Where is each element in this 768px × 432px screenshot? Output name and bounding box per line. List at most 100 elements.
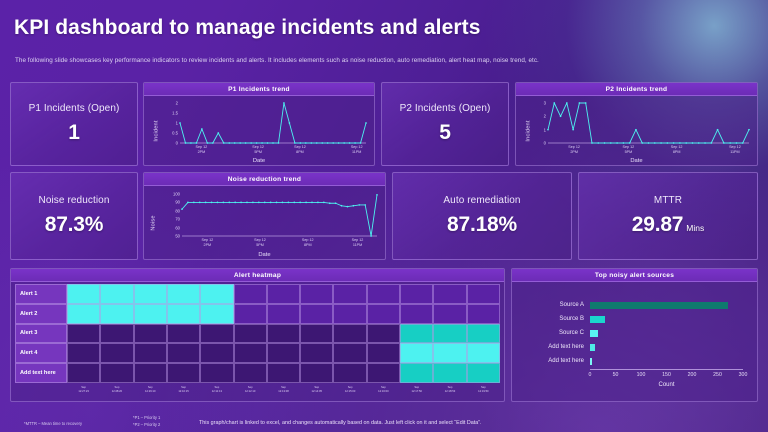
kpi-card-mttr[interactable]: MTTR 29.87 Mins: [578, 172, 758, 260]
heatmap-cell[interactable]: [67, 284, 101, 304]
heatmap-cell[interactable]: [233, 303, 267, 324]
kpi-card-p1-incidents[interactable]: P1 Incidents (Open) 1: [10, 82, 138, 166]
heatmap-x-label: Sep 12:17:50: [411, 386, 422, 393]
chart-panel-p2-trend[interactable]: P2 Incidents trend Incident Date 0 1 2 3 Sep…: [515, 82, 758, 166]
heatmap-cell[interactable]: [333, 303, 367, 324]
y-tick-label: 0: [175, 140, 178, 146]
heatmap-cell[interactable]: [400, 284, 434, 304]
heatmap-cell[interactable]: [333, 343, 367, 364]
heatmap-cell[interactable]: [166, 323, 201, 344]
heatmap-cell[interactable]: [233, 284, 267, 304]
heatmap-cell[interactable]: [200, 303, 234, 324]
bar-x-axis-label: Count: [658, 382, 675, 388]
heatmap-cell[interactable]: [166, 284, 201, 304]
heatmap-cell[interactable]: [400, 363, 434, 383]
heatmap-cell[interactable]: [400, 303, 434, 324]
chart-panel-top-noisy-sources[interactable]: Top noisy alert sources Source A Source B…: [511, 268, 758, 402]
heatmap-cell[interactable]: [466, 363, 500, 383]
heatmap-cell[interactable]: [133, 303, 167, 324]
heatmap-cell[interactable]: [433, 303, 467, 324]
heatmap-cell[interactable]: [100, 284, 134, 304]
heatmap-cell[interactable]: [100, 303, 134, 324]
bar-fill[interactable]: [590, 357, 593, 365]
heatmap-cell[interactable]: [133, 323, 167, 344]
bar-fill[interactable]: [590, 343, 596, 351]
y-tick-label: 0: [543, 140, 546, 146]
kpi-card-p2-incidents[interactable]: P2 Incidents (Open) 5: [381, 82, 509, 166]
heatmap-cell[interactable]: [433, 284, 467, 304]
heatmap-cell[interactable]: [366, 343, 401, 364]
kpi-card-noise-reduction[interactable]: Noise reduction 87.3%: [10, 172, 138, 260]
panel-body-p1-trend: Incident Date 0 0.5 1 1.5 2 Sep 12 2PM Sep 12 5P…: [144, 96, 374, 165]
heatmap-cell[interactable]: [67, 303, 101, 324]
heatmap-cell[interactable]: [400, 343, 434, 364]
heatmap-row-label: Alert 2: [15, 303, 67, 324]
heatmap-cell[interactable]: [200, 323, 234, 344]
heatmap-x-label: Sep 12:18:53: [444, 386, 456, 393]
chart-panel-p1-trend[interactable]: P1 Incidents trend Incident Date 0 0.5 1 1.…: [143, 82, 375, 166]
heatmap-cell[interactable]: [200, 363, 234, 383]
heatmap-cell[interactable]: [200, 343, 234, 364]
y-tick-label: 80: [175, 208, 180, 214]
heatmap-cell[interactable]: [67, 343, 101, 364]
kpi-value-mttr-number: 29.87: [631, 213, 684, 236]
heatmap-cell[interactable]: [133, 343, 167, 364]
heatmap-cell[interactable]: [166, 303, 201, 324]
heatmap-cell[interactable]: [200, 284, 234, 304]
chart-panel-alert-heatmap[interactable]: Alert heatmap Alert 1 Alert 2 Alert 3 Alert…: [10, 268, 505, 402]
heatmap-cell[interactable]: [233, 363, 267, 383]
heatmap-cell[interactable]: [333, 363, 367, 383]
heatmap-cell[interactable]: [333, 323, 367, 344]
bar-fill[interactable]: [590, 315, 606, 323]
heatmap-cell[interactable]: [466, 323, 500, 344]
footnote-mttr: *MTTR – Mean time to recovery: [24, 421, 83, 426]
heatmap-cell[interactable]: [100, 343, 134, 364]
heatmap-cell[interactable]: [233, 323, 267, 344]
heatmap-cell[interactable]: [366, 363, 401, 383]
heatmap-cell[interactable]: [466, 303, 500, 324]
heatmap-cell[interactable]: [67, 363, 101, 383]
bar-fill[interactable]: [590, 329, 598, 337]
heatmap-cell[interactable]: [100, 363, 134, 383]
x-tick-label: Sep 12 2PM: [201, 238, 214, 247]
heatmap-cell[interactable]: [300, 363, 334, 383]
heatmap-cell[interactable]: [366, 303, 401, 324]
heatmap-cell[interactable]: [67, 323, 101, 344]
x-tick-label: Sep 12 2PM: [195, 145, 208, 154]
heatmap-cell[interactable]: [266, 363, 301, 383]
heatmap-cell[interactable]: [100, 323, 134, 344]
bar-fill[interactable]: [590, 301, 728, 309]
heatmap-cell[interactable]: [300, 343, 334, 364]
y-tick-label: 70: [175, 216, 180, 222]
heatmap-cell[interactable]: [366, 284, 401, 304]
kpi-card-auto-remediation[interactable]: Auto remediation 87.18%: [392, 172, 572, 260]
heatmap-cell[interactable]: [233, 343, 267, 364]
chart-panel-noise-trend[interactable]: Noise reduction trend Noise Date 50 60 70 8…: [143, 172, 386, 260]
heatmap-cell[interactable]: [266, 303, 301, 324]
heatmap-cell[interactable]: [400, 323, 434, 344]
panel-title-p1-trend: P1 Incidents trend: [228, 85, 290, 93]
x-tick-label: Sep 12 8PM: [301, 238, 314, 247]
heatmap-cell[interactable]: [433, 323, 467, 344]
heatmap-cell[interactable]: [266, 323, 301, 344]
heatmap-cell[interactable]: [466, 284, 500, 304]
heatmap-cell[interactable]: [133, 284, 167, 304]
heatmap-cell[interactable]: [433, 343, 467, 364]
heatmap-cell[interactable]: [266, 284, 301, 304]
heatmap-cell[interactable]: [133, 363, 167, 383]
heatmap-cell[interactable]: [300, 323, 334, 344]
heatmap-cell[interactable]: [300, 284, 334, 304]
bar-x-tick: 200: [687, 372, 697, 378]
heatmap-cell[interactable]: [466, 343, 500, 364]
footnote-main: This graph/chart is linked to excel, and…: [199, 420, 482, 426]
heatmap-cell[interactable]: [166, 363, 201, 383]
kpi-value-mttr: 29.87 Mins: [632, 213, 705, 237]
heatmap-cell[interactable]: [300, 303, 334, 324]
heatmap-cell[interactable]: [333, 284, 367, 304]
heatmap-cell[interactable]: [433, 363, 467, 383]
x-tick-label: Sep 12 8PM: [294, 145, 306, 154]
heatmap-cell[interactable]: [366, 323, 401, 344]
kpi-label-mttr: MTTR: [653, 195, 683, 206]
heatmap-cell[interactable]: [266, 343, 301, 364]
heatmap-cell[interactable]: [166, 343, 201, 364]
